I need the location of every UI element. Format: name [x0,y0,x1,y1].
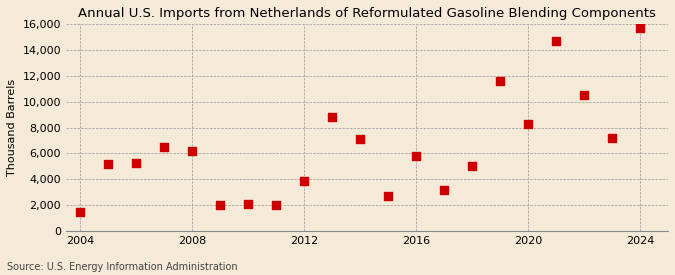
Point [159,145,169,149]
Point [522,122,533,126]
Point [130,160,141,165]
Y-axis label: Thousand Barrels: Thousand Barrels [7,79,17,176]
Point [242,202,253,206]
Point [354,137,365,141]
Point [439,188,450,192]
Point [383,194,394,198]
Point [607,136,618,140]
Point [75,210,86,214]
Point [466,164,477,169]
Point [103,162,113,166]
Point [495,79,506,83]
Title: Annual U.S. Imports from Netherlands of Reformulated Gasoline Blending Component: Annual U.S. Imports from Netherlands of … [78,7,656,20]
Point [327,115,338,119]
Point [410,154,421,158]
Point [298,178,309,183]
Point [186,149,197,153]
Point [634,26,645,30]
Point [271,203,281,207]
Point [551,39,562,43]
Text: Source: U.S. Energy Information Administration: Source: U.S. Energy Information Administ… [7,262,238,272]
Point [578,93,589,97]
Point [215,203,225,207]
